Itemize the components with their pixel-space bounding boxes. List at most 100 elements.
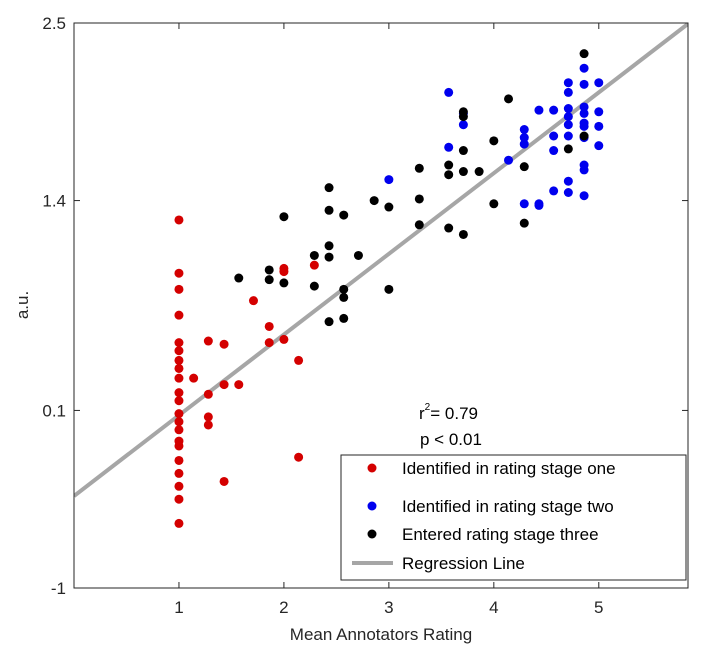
y-axis-ticks: -1 0.1 1.4 2.5: [42, 14, 688, 598]
stage-one-point: [174, 455, 184, 465]
legend: Identified in rating stage one Identifie…: [340, 454, 687, 581]
stage-one-point: [174, 310, 184, 320]
stage-one-point: [174, 409, 184, 419]
p-value-annotation: p < 0.01: [420, 430, 482, 449]
stage-two-point: [579, 165, 589, 175]
stage-three-point: [264, 275, 274, 285]
legend-marker-stage-two: [367, 501, 377, 511]
stage-two-point: [563, 120, 573, 130]
stage-two-point: [519, 125, 529, 135]
stats-annotation: r2= 0.79 p < 0.01: [419, 402, 482, 449]
x-tick-label: 3: [384, 598, 393, 617]
stage-three-point: [458, 146, 468, 156]
stage-one-point: [294, 452, 304, 462]
stage-two-point: [458, 120, 468, 130]
stage-two-point: [594, 107, 604, 117]
stage-three-point: [339, 313, 349, 323]
y-tick-label: 2.5: [42, 14, 66, 33]
stage-three-point: [234, 273, 244, 283]
stage-one-point: [264, 321, 274, 331]
y-tick-label: 0.1: [42, 401, 66, 420]
stage-two-point: [579, 79, 589, 89]
stage-one-point: [219, 380, 229, 390]
stage-one-point: [203, 412, 213, 422]
stage-two-point: [563, 104, 573, 114]
stage-three-point: [369, 196, 379, 206]
stage-three-point: [324, 183, 334, 193]
stage-three-point: [414, 194, 424, 204]
stage-three-point: [339, 292, 349, 302]
x-tick-label: 2: [279, 598, 288, 617]
stage-one-point: [174, 518, 184, 528]
stage-two-point: [444, 87, 454, 97]
stage-three-point: [444, 223, 454, 233]
stage-two-point: [594, 141, 604, 151]
stage-one-point: [279, 334, 289, 344]
stage-two-point: [549, 131, 559, 141]
stage-two-point: [504, 155, 514, 165]
stage-three-point: [384, 202, 394, 212]
stage-two-point: [519, 133, 529, 143]
stage-three-point: [504, 94, 514, 104]
stage-one-point: [174, 388, 184, 398]
stage-one-point: [309, 260, 319, 270]
stage-one-point: [248, 296, 258, 306]
legend-label-stage-one: Identified in rating stage one: [402, 459, 616, 478]
stage-three-point: [458, 112, 468, 122]
stage-three-point: [458, 229, 468, 239]
stage-two-point: [549, 105, 559, 115]
stage-one-point: [174, 363, 184, 373]
r2-annotation: r2= 0.79: [419, 402, 478, 423]
stage-one-point: [219, 476, 229, 486]
stage-two-point: [519, 199, 529, 209]
stage-two-point: [563, 131, 573, 141]
stage-three-point: [264, 265, 274, 275]
stage-three-point: [324, 205, 334, 215]
stage-three-point: [414, 163, 424, 173]
stage-three-point: [414, 220, 424, 230]
x-axis-label: Mean Annotators Rating: [290, 625, 472, 644]
stage-three-point: [324, 317, 334, 327]
y-tick-label: -1: [51, 579, 66, 598]
stage-three-point: [489, 136, 499, 146]
stage-one-point: [189, 373, 199, 383]
stage-one-point: [174, 425, 184, 435]
stage-three-point: [519, 162, 529, 172]
legend-label-stage-two: Identified in rating stage two: [402, 497, 614, 516]
stage-three-point: [444, 170, 454, 180]
stage-one-point: [203, 420, 213, 430]
stage-one-point: [203, 336, 213, 346]
stage-one-point: [174, 494, 184, 504]
stage-one-point: [219, 339, 229, 349]
stage-two-point: [579, 102, 589, 112]
stage-three-point: [324, 252, 334, 262]
stage-two-point: [534, 105, 544, 115]
stage-three-point: [324, 241, 334, 251]
stage-three-point: [563, 144, 573, 154]
stage-three-point: [579, 49, 589, 59]
x-axis-ticks: 1 2 3 4 5: [174, 23, 604, 617]
legend-label-stage-three: Entered rating stage three: [402, 525, 599, 544]
stage-two-point: [519, 139, 529, 149]
stage-one-point: [294, 355, 304, 365]
stage-one-point: [174, 268, 184, 278]
stage-three-point: [279, 212, 289, 222]
stage-one-point: [264, 338, 274, 348]
stage-one-point: [174, 481, 184, 491]
stage-two-point: [579, 121, 589, 131]
stage-one-point: [174, 396, 184, 406]
stage-three-point: [444, 160, 454, 170]
stage-two-point: [579, 108, 589, 118]
y-tick-label: 1.4: [42, 192, 66, 211]
x-tick-label: 4: [489, 598, 498, 617]
stage-two-point: [594, 121, 604, 131]
stage-one-point: [174, 417, 184, 427]
stage-one-point: [174, 346, 184, 356]
stage-one-point: [174, 355, 184, 365]
stage-one-point: [174, 284, 184, 294]
stage-two-point: [444, 142, 454, 152]
stage-two-point: [549, 146, 559, 156]
legend-label-regression: Regression Line: [402, 554, 525, 573]
stage-three-point: [339, 284, 349, 294]
